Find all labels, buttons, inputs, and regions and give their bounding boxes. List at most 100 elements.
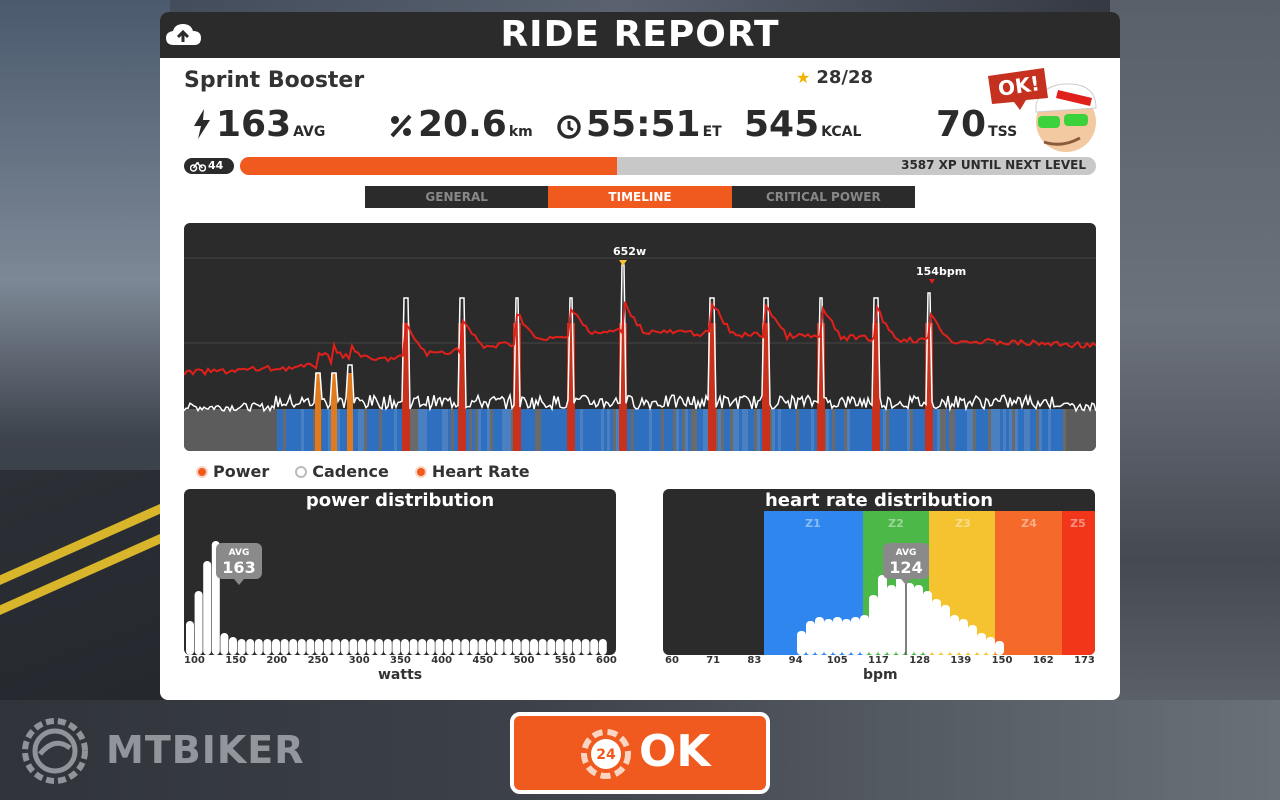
power-zone-band [1042, 409, 1045, 451]
power-histogram-bar [461, 639, 470, 655]
power-zone-band [841, 409, 844, 451]
power-zone-band [1045, 409, 1048, 451]
legend-cadence[interactable]: Cadence [295, 462, 389, 481]
power-distribution-chart: power distribution AVG 163 [184, 489, 616, 655]
power-zone-band [397, 409, 400, 451]
power-zone-band [328, 409, 331, 451]
power-histogram-bar [469, 639, 478, 655]
power-zone-band [541, 409, 544, 451]
power-zone-band [292, 409, 295, 451]
sprint-bar [708, 323, 716, 451]
axis-tick-label: 350 [390, 655, 411, 666]
power-histogram-bar [538, 639, 547, 655]
power-zone-band [892, 409, 895, 451]
power-avg-value: 163 [222, 558, 255, 577]
sprint-bar [347, 373, 353, 451]
power-zone-band [922, 409, 925, 451]
power-zone-band [271, 409, 274, 451]
power-histogram-bar [478, 639, 487, 655]
power-histogram-bar [435, 639, 444, 655]
power-zone-band [424, 409, 427, 451]
sprint-bar [817, 323, 825, 451]
power-zone-band [991, 409, 994, 451]
power-zone-band [385, 409, 388, 451]
ok-button[interactable]: 24 OK [510, 712, 770, 794]
power-zone-band [880, 409, 883, 451]
power-zone-band [433, 409, 436, 451]
power-zone-band [1015, 409, 1018, 451]
power-zone-band [949, 409, 952, 451]
axis-tick-label: 128 [909, 655, 931, 666]
power-zone-band [565, 409, 568, 451]
zone3-label: Z3 [955, 517, 971, 530]
workout-name: Sprint Booster [184, 68, 365, 93]
axis-tick-label: 71 [706, 655, 721, 666]
power-histogram-bar [315, 639, 323, 655]
power-zone-band [511, 409, 514, 451]
power-zone-band [229, 409, 232, 451]
power-zone-band [670, 409, 673, 451]
power-zone-band [550, 409, 553, 451]
power-zone-band [1033, 409, 1036, 451]
power-histogram-bar [392, 639, 401, 655]
power-zone-band [502, 409, 505, 451]
power-zone-band [448, 409, 451, 451]
power-zone-band [994, 409, 997, 451]
power-zone-band [391, 409, 394, 451]
power-zone-band [790, 409, 793, 451]
power-zone-band [589, 409, 592, 451]
power-zone-band [628, 409, 631, 451]
timeline-svg: 652w 154bpm [184, 245, 1096, 451]
legend-power[interactable]: Power [196, 462, 269, 481]
tab-general[interactable]: GENERAL [365, 186, 549, 208]
power-histogram-bar [418, 639, 427, 655]
axis-tick-label: 100 [184, 655, 205, 666]
power-zone-band [295, 409, 298, 451]
axis-tick-label: 60 [665, 655, 679, 666]
power-zone-band [829, 409, 832, 451]
power-zone-band [1051, 409, 1054, 451]
hr-histogram-bar [815, 617, 824, 655]
legend-cadence-toggle-icon [295, 465, 308, 478]
sprint-bar [315, 373, 321, 451]
power-histogram-bar [246, 639, 255, 655]
hr-histogram-bar [977, 633, 986, 655]
power-avg-label: AVG [229, 548, 250, 558]
power-zone-band [775, 409, 778, 451]
hr-histogram-bar [869, 595, 878, 655]
power-zone-band [646, 409, 649, 451]
power-histogram-bar [590, 639, 599, 655]
power-zone-band [1024, 409, 1027, 451]
power-zone-band [190, 409, 193, 451]
stat-power: 163 AVG [192, 104, 325, 145]
power-histogram-bar [375, 639, 384, 655]
tab-timeline[interactable]: TIMELINE [548, 186, 732, 208]
peak-hr-label: 154bpm [916, 265, 966, 278]
power-histogram-bar [487, 639, 495, 655]
power-zone-band [277, 409, 280, 451]
power-zone-band [721, 409, 724, 451]
power-histogram-bar [289, 639, 298, 655]
power-zone-band [1072, 409, 1075, 451]
hr-histogram-bar [941, 605, 950, 655]
hr-histogram-bar [950, 615, 959, 655]
power-zone-band [232, 409, 235, 451]
power-zone-band [394, 409, 397, 451]
power-zone-band [739, 409, 742, 451]
power-histogram-bar [323, 639, 332, 655]
power-zone-band [607, 409, 610, 451]
power-zone-band [1000, 409, 1003, 451]
cloud-upload-icon[interactable] [164, 21, 204, 49]
legend-heart-rate[interactable]: Heart Rate [414, 462, 530, 481]
peak-power-marker [619, 260, 627, 266]
tab-critical-power[interactable]: CRITICAL POWER [731, 186, 915, 208]
power-zone-band [943, 409, 946, 451]
hr-avg-value: 124 [889, 558, 922, 577]
power-zone-band [733, 409, 736, 451]
power-histogram-bar [186, 621, 194, 655]
power-zone-band [250, 409, 253, 451]
power-zone-band [886, 409, 889, 451]
hr-histogram-bar [833, 617, 842, 655]
power-zone-band [598, 409, 601, 451]
power-zone-band [445, 409, 448, 451]
